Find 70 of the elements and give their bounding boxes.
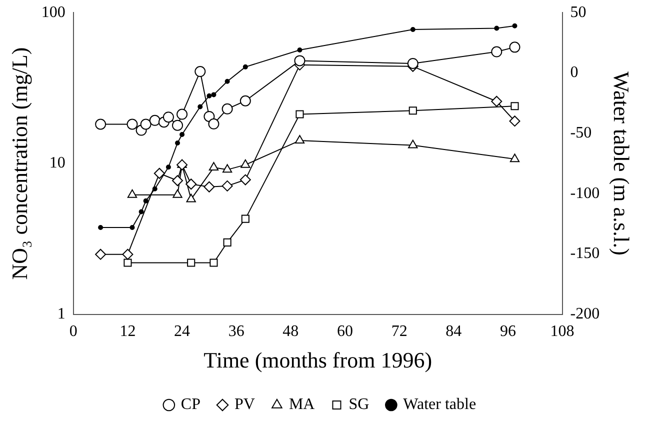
point <box>154 168 165 179</box>
point <box>127 189 138 198</box>
point <box>294 55 306 66</box>
point <box>208 118 220 130</box>
y-axis-title: NO₃ concentration (mg/L) <box>6 47 32 280</box>
point <box>296 110 304 118</box>
x-tick-label: 12 <box>120 323 136 340</box>
y2-tick-label: 50 <box>570 4 586 21</box>
point <box>241 214 250 223</box>
point <box>222 103 233 114</box>
x-axis-title: Time (months from 1996) <box>204 348 432 373</box>
y2-axis-title: Water table (m a.s.l.) <box>609 72 634 256</box>
legend-label: SG <box>348 396 370 414</box>
legend-label: Water table <box>403 396 476 414</box>
x-tick-label: 96 <box>500 323 516 340</box>
legend-label: CP <box>180 396 201 414</box>
legend-label: PV <box>234 396 256 414</box>
point <box>176 108 188 120</box>
point <box>126 118 138 130</box>
point <box>407 58 418 69</box>
y-tick-label: 100 <box>41 4 66 21</box>
point <box>176 159 188 170</box>
point <box>408 140 418 148</box>
point <box>240 159 250 168</box>
y2-tick-label: -200 <box>570 306 600 323</box>
point <box>408 106 417 115</box>
x-tick-label: 84 <box>446 323 462 340</box>
point <box>140 118 152 130</box>
point <box>149 114 160 126</box>
legend-label: MA <box>288 396 316 414</box>
point <box>194 66 206 78</box>
y2-tick-label: -150 <box>570 245 600 262</box>
y2-tick-label: -50 <box>570 124 592 142</box>
x-tick-label: 60 <box>336 323 353 340</box>
point <box>491 96 502 107</box>
point <box>186 194 196 202</box>
point <box>172 175 184 186</box>
point <box>204 181 215 192</box>
x-tick-label: 108 <box>550 323 574 340</box>
y-tick-label: 1 <box>57 306 66 323</box>
point <box>294 135 305 144</box>
y2-tick-label: 0 <box>570 64 578 82</box>
point <box>510 154 520 162</box>
point <box>124 258 132 267</box>
point <box>122 248 134 260</box>
x-tick-label: 36 <box>228 323 244 340</box>
x-tick-label: 24 <box>174 323 190 340</box>
point <box>222 164 232 173</box>
y-tick-label: 10 <box>49 154 66 172</box>
point <box>162 112 174 123</box>
point <box>172 120 184 131</box>
point <box>509 42 520 53</box>
point <box>240 174 251 186</box>
point <box>208 162 219 171</box>
point <box>210 258 218 267</box>
point <box>223 238 232 246</box>
point <box>186 178 197 190</box>
x-tick-label: 72 <box>391 323 408 340</box>
point <box>222 180 233 192</box>
point <box>240 95 251 106</box>
point <box>187 258 196 267</box>
x-tick-label: 48 <box>282 323 299 340</box>
x-tick-label: 0 <box>69 323 78 340</box>
point <box>510 102 519 110</box>
point <box>95 248 106 260</box>
y2-tick-label: -100 <box>570 184 600 202</box>
point <box>172 189 182 198</box>
point <box>95 118 106 130</box>
point <box>491 46 502 58</box>
point <box>509 116 520 127</box>
